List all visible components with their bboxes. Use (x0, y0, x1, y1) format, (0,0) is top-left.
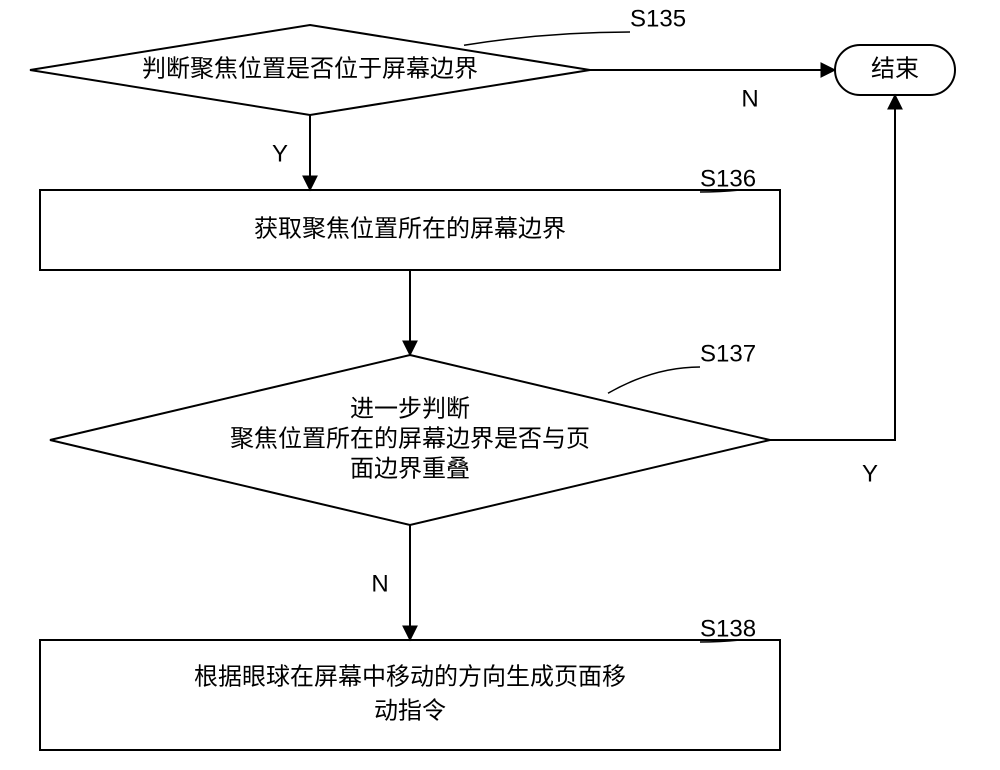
step-label-s137: S137 (700, 340, 756, 367)
process-s138-text: 动指令 (374, 697, 446, 724)
flowchart-canvas: 判断聚焦位置是否位于屏幕边界 S135 获取聚焦位置所在的屏幕边界 S136 进一步判断… (0, 0, 1000, 770)
step-label-s138: S138 (700, 615, 756, 642)
process-s136-text: 获取聚焦位置所在的屏幕边界 (254, 215, 566, 242)
edge-label-s137-end: Y (862, 460, 878, 487)
edge-label-s135-end: N (741, 85, 758, 112)
edge-label-s135-s136: Y (272, 140, 288, 167)
decision-s137-text: 面边界重叠 (350, 455, 470, 482)
edge-label-s137-s138: N (371, 570, 388, 597)
leader-s135 (464, 32, 630, 45)
leader-s137 (608, 367, 700, 393)
decision-s137-text: 聚焦位置所在的屏幕边界是否与页 (230, 425, 590, 452)
decision-s137-text: 进一步判断 (350, 395, 470, 422)
terminator-end-text: 结束 (871, 55, 919, 82)
edge-s137-end (770, 95, 895, 440)
decision-s135-text: 判断聚焦位置是否位于屏幕边界 (142, 55, 478, 82)
process-s138 (40, 640, 780, 750)
process-s138-text: 根据眼球在屏幕中移动的方向生成页面移 (194, 663, 626, 690)
step-label-s136: S136 (700, 165, 756, 192)
step-label-s135: S135 (630, 5, 686, 32)
